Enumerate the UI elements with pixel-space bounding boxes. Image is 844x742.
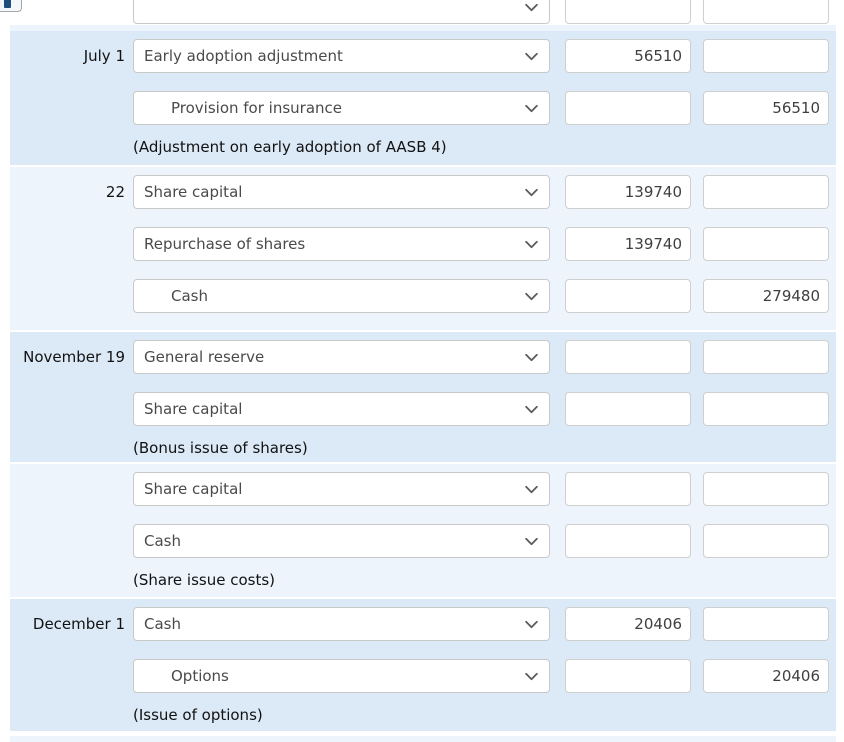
debit-amount-input[interactable] — [565, 175, 691, 209]
credit-amount-input[interactable] — [703, 279, 829, 313]
credit-amount-input[interactable] — [703, 607, 829, 641]
account-select-value: Share capital — [144, 480, 243, 498]
journal-row: Provision for insurance — [10, 91, 836, 125]
account-select[interactable]: Cash — [133, 607, 550, 641]
credit-amount-input[interactable] — [703, 175, 829, 209]
toolbar-button-icon — [4, 0, 11, 8]
account-select-value: Provision for insurance — [171, 99, 343, 117]
chevron-down-icon — [525, 240, 538, 248]
account-select-value: Share capital — [144, 183, 243, 201]
account-select[interactable]: Provision for insurance — [133, 91, 550, 125]
journal-row: Repurchase of shares — [10, 227, 836, 261]
debit-amount-input[interactable] — [565, 524, 691, 558]
journal-entry-group: Share capital Cash (Share issue costs) — [10, 464, 836, 597]
journal-entry-group: December 1 Cash Options (Issue of option… — [10, 599, 836, 731]
account-select-value: Repurchase of shares — [144, 235, 306, 253]
chevron-down-icon — [525, 353, 538, 361]
journal-row: Options — [10, 659, 836, 693]
credit-amount-input[interactable] — [703, 91, 829, 125]
chevron-down-icon — [525, 52, 538, 60]
account-select[interactable]: Early adoption adjustment — [133, 39, 550, 73]
debit-amount-input[interactable] — [565, 279, 691, 313]
debit-amount-input[interactable] — [565, 472, 691, 506]
entry-description: (Bonus issue of shares) — [133, 439, 308, 457]
debit-amount-input[interactable] — [565, 340, 691, 374]
debit-amount-input[interactable] — [565, 39, 691, 73]
account-select[interactable]: Share capital — [133, 472, 550, 506]
next-group-partial-band — [10, 736, 836, 742]
account-select[interactable]: Options — [133, 659, 550, 693]
credit-amount-input[interactable] — [703, 659, 829, 693]
account-select-value: Cash — [171, 287, 208, 305]
account-select[interactable]: Cash — [133, 524, 550, 558]
journal-row: Cash — [10, 279, 836, 313]
account-select[interactable]: Cash — [133, 279, 550, 313]
journal-row: November 19 General reserve — [10, 340, 836, 374]
entry-description: (Share issue costs) — [133, 571, 275, 589]
chevron-down-icon — [525, 620, 538, 628]
debit-amount-input[interactable] — [565, 227, 691, 261]
journal-entry-group: November 19 General reserve Share capita… — [10, 332, 836, 462]
account-select[interactable]: Share capital — [133, 392, 550, 426]
credit-amount-input[interactable] — [703, 472, 829, 506]
account-select[interactable]: General reserve — [133, 340, 550, 374]
chevron-down-icon — [525, 537, 538, 545]
chevron-down-icon — [525, 104, 538, 112]
debit-amount-input[interactable] — [565, 659, 691, 693]
journal-row: December 1 Cash — [10, 607, 836, 641]
credit-amount-input[interactable] — [703, 392, 829, 426]
entry-date-label: November 19 — [23, 348, 125, 366]
chevron-down-icon — [525, 292, 538, 300]
account-select-value: Early adoption adjustment — [144, 47, 343, 65]
account-select-value: General reserve — [144, 348, 265, 366]
credit-amount-input[interactable] — [703, 524, 829, 558]
credit-amount-input[interactable] — [703, 0, 829, 24]
debit-amount-input[interactable] — [565, 0, 691, 24]
journal-row: July 1 Early adoption adjustment — [10, 39, 836, 73]
entry-date-label: July 1 — [83, 47, 125, 65]
entry-description: (Adjustment on early adoption of AASB 4) — [133, 138, 447, 156]
band-sliver — [10, 25, 836, 31]
account-select[interactable] — [133, 0, 550, 24]
account-select[interactable]: Repurchase of shares — [133, 227, 550, 261]
debit-amount-input[interactable] — [565, 607, 691, 641]
entry-description: (Issue of options) — [133, 706, 263, 724]
debit-amount-input[interactable] — [565, 91, 691, 125]
account-select-value: Cash — [144, 615, 181, 633]
chevron-down-icon — [525, 672, 538, 680]
journal-entry-group: 22 Share capital Repurchase of shares Ca… — [10, 167, 836, 330]
chevron-down-icon — [525, 405, 538, 413]
account-select-value: Options — [171, 667, 229, 685]
entry-date-label: December 1 — [32, 615, 125, 633]
journal-entry-group: July 1 Early adoption adjustment Provisi… — [10, 31, 836, 165]
chevron-down-icon — [525, 188, 538, 196]
debit-amount-input[interactable] — [565, 392, 691, 426]
credit-amount-input[interactable] — [703, 227, 829, 261]
chevron-down-icon — [525, 3, 538, 11]
credit-amount-input[interactable] — [703, 39, 829, 73]
journal-row: Share capital — [10, 392, 836, 426]
account-select[interactable]: Share capital — [133, 175, 550, 209]
account-select-value: Share capital — [144, 400, 243, 418]
journal-row: Share capital — [10, 472, 836, 506]
journal-row: Cash — [10, 524, 836, 558]
journal-row: 22 Share capital — [10, 175, 836, 209]
entry-date-label: 22 — [105, 183, 125, 201]
chevron-down-icon — [525, 485, 538, 493]
credit-amount-input[interactable] — [703, 340, 829, 374]
partial-toolbar-button[interactable] — [0, 0, 22, 12]
partial-row-above — [0, 0, 844, 25]
account-select-value: Cash — [144, 532, 181, 550]
